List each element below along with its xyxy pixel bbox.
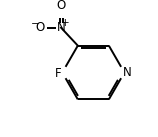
Text: O: O xyxy=(35,21,44,34)
Text: −: − xyxy=(31,19,40,29)
Text: F: F xyxy=(55,67,61,80)
Text: +: + xyxy=(61,18,70,28)
Text: O: O xyxy=(56,0,66,12)
Text: N: N xyxy=(57,21,66,34)
Text: N: N xyxy=(122,66,131,79)
